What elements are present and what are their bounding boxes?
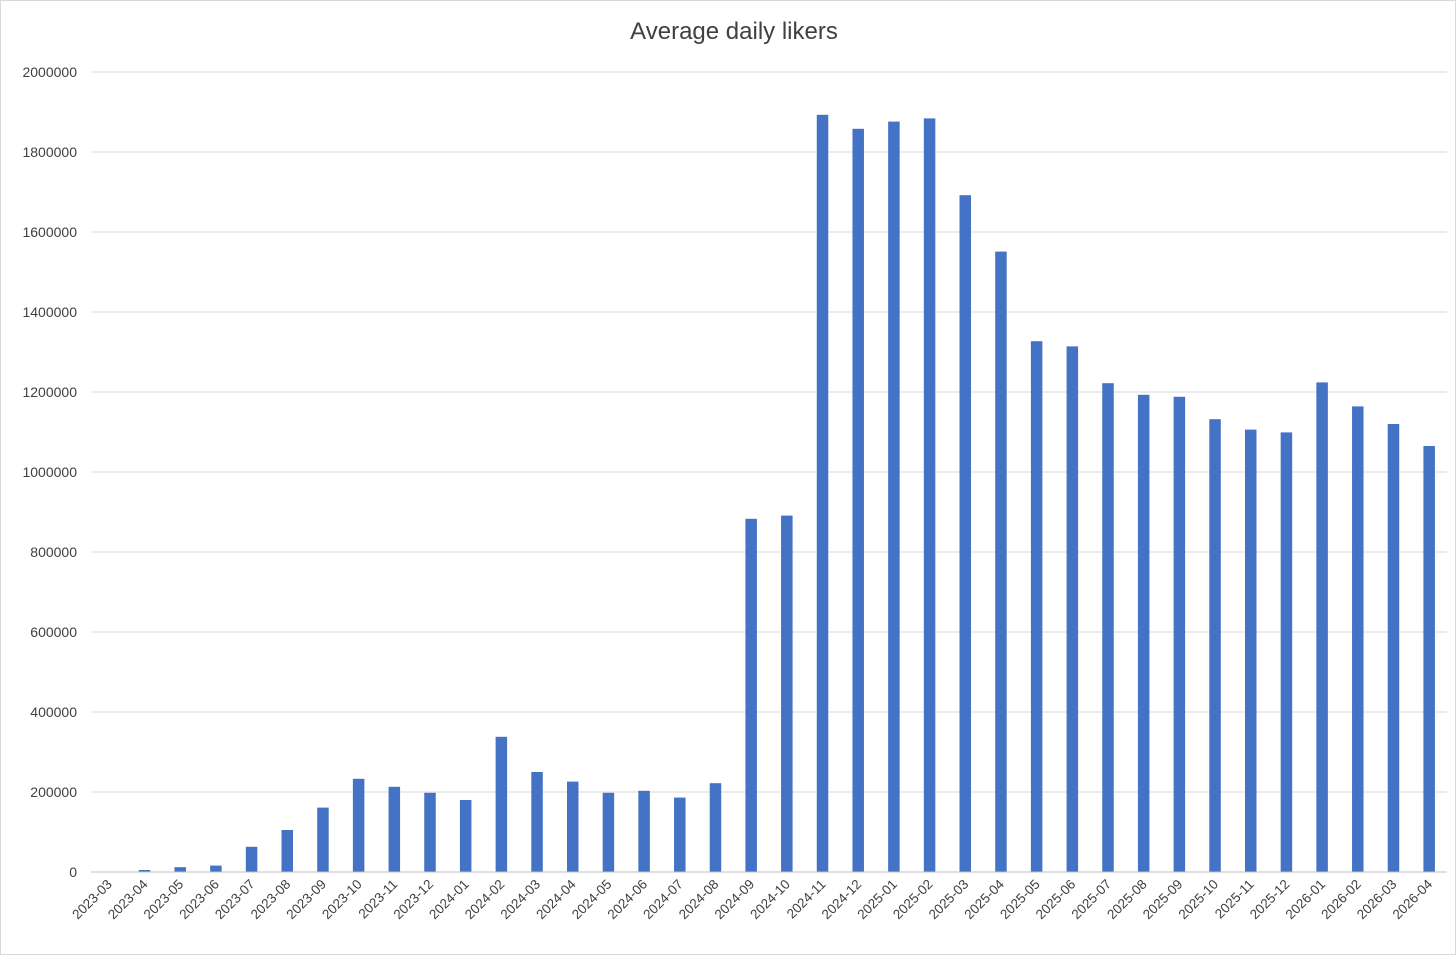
bar-2025-10: [1209, 419, 1221, 872]
bar-2024-12: [852, 128, 864, 873]
bar-2023-06: [210, 865, 222, 872]
bar-2025-07: [1102, 383, 1114, 872]
y-tick-label: 200000: [30, 784, 77, 800]
y-tick-label: 0: [69, 864, 77, 880]
bar-2024-06: [638, 790, 650, 872]
bar-2024-10: [781, 515, 793, 872]
bar-2025-02: [923, 118, 936, 872]
x-tick-label: 2026-04: [1390, 876, 1436, 922]
y-tick-label: 600000: [30, 624, 77, 640]
bar-2025-11: [1244, 429, 1257, 872]
bar-2024-11: [816, 114, 829, 873]
bar-2025-06: [1066, 346, 1079, 872]
bar-2024-09: [745, 518, 757, 872]
bar-2024-07: [674, 797, 686, 872]
bar-2025-03: [959, 195, 972, 872]
bar-2023-04: [138, 870, 151, 872]
chart-title: Average daily likers: [630, 18, 838, 45]
bar-2026-03: [1387, 424, 1400, 872]
bar-2026-01: [1316, 382, 1328, 872]
bar-2025-09: [1173, 396, 1186, 872]
bars: [138, 114, 1435, 873]
x-tick-label: 2025-10: [1176, 877, 1222, 923]
x-tick-label: 2024-10: [747, 877, 793, 923]
bar-2023-08: [281, 830, 294, 872]
y-tick-label: 1000000: [22, 464, 77, 480]
y-tick-label: 1200000: [22, 384, 77, 400]
y-tick-label: 400000: [30, 704, 77, 720]
bar-2023-12: [424, 792, 436, 872]
bar-2025-04: [995, 251, 1007, 873]
bar-2023-10: [352, 778, 365, 872]
gridlines: [91, 71, 1447, 793]
bar-2023-07: [245, 846, 258, 872]
bar-2024-08: [709, 783, 722, 872]
bar-2026-04: [1423, 446, 1435, 872]
bar-2025-12: [1280, 432, 1293, 872]
y-tick-label: 1600000: [22, 224, 77, 240]
y-tick-label: 800000: [30, 544, 77, 560]
bar-2024-04: [566, 781, 579, 872]
bar-2023-11: [388, 786, 401, 872]
y-axis-ticks: 0 200000 400000 600000 800000 1000000 1200000 1…: [22, 64, 77, 880]
bar-2024-01: [459, 800, 472, 872]
bar-2023-09: [317, 807, 329, 872]
bar-2025-01: [888, 121, 900, 873]
bar-2024-02: [495, 736, 508, 872]
y-tick-label: 1800000: [22, 144, 77, 160]
y-tick-label: 1400000: [22, 304, 77, 320]
x-axis-ticks: 2023-032023-042023-052023-062023-072023-…: [69, 876, 1435, 922]
bar-2023-05: [174, 867, 186, 872]
y-tick-label: 2000000: [22, 64, 77, 80]
bar-2026-02: [1352, 406, 1364, 872]
bar-2024-05: [602, 792, 615, 872]
bar-2025-05: [1030, 341, 1043, 872]
bar-2024-03: [531, 772, 543, 872]
bar-2025-08: [1137, 394, 1150, 872]
x-tick-label: 2023-10: [319, 877, 365, 923]
